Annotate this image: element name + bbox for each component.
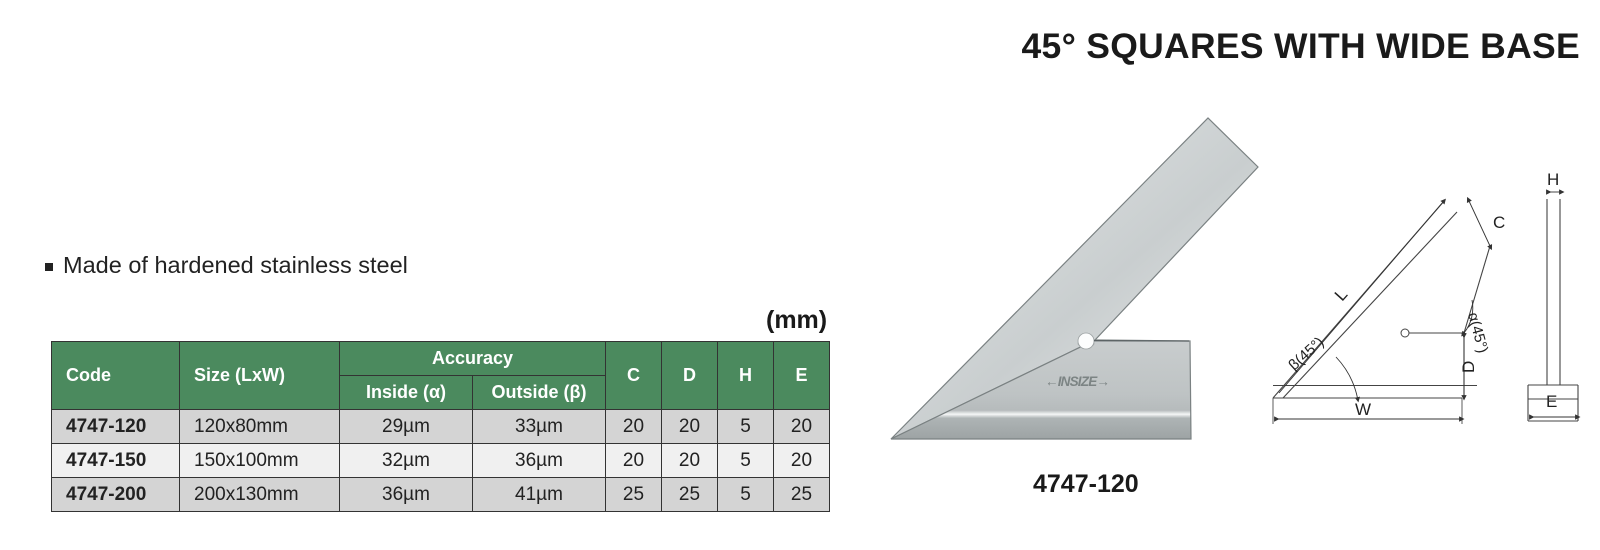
svg-text:D: D: [1459, 361, 1478, 373]
svg-text:α(45°): α(45°): [1464, 311, 1491, 355]
svg-text:L: L: [1331, 285, 1351, 305]
svg-text:←INSIZE→: ←INSIZE→: [1045, 374, 1109, 389]
svg-text:E: E: [1546, 392, 1557, 411]
svg-text:C: C: [1493, 213, 1505, 232]
svg-text:H: H: [1547, 170, 1559, 189]
svg-text:β(45°): β(45°): [1285, 334, 1327, 374]
svg-text:W: W: [1355, 400, 1371, 419]
